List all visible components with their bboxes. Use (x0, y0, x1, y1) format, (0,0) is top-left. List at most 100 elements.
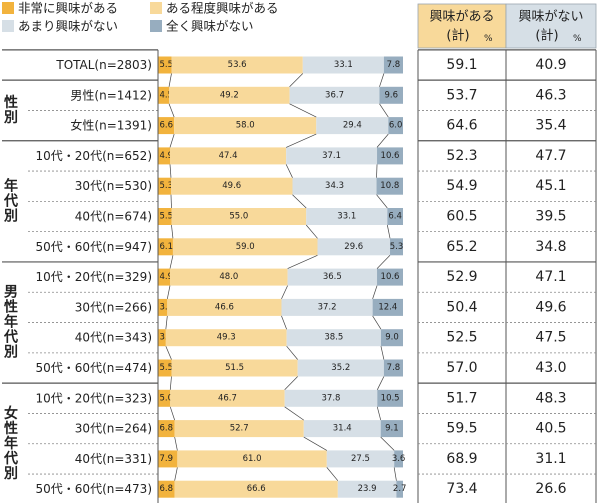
bar-segment (394, 450, 403, 468)
summary-header-unit: % (573, 34, 582, 44)
summary-interested-value: 73.4 (446, 481, 477, 497)
bar-segment (380, 329, 403, 347)
bar-segment (286, 147, 378, 165)
group-label-char: 女 (4, 405, 18, 422)
bar-value-label: 6.1 (160, 242, 174, 252)
segment-connector (284, 406, 304, 421)
summary-header-sub: (計) (446, 28, 469, 44)
bar-value-label: 7.8 (387, 60, 401, 70)
segment-connector (292, 194, 307, 209)
bar-segment (297, 359, 384, 377)
bar-value-label: 27.5 (351, 454, 370, 464)
group-label-char: 代 (3, 192, 18, 209)
segment-connector (376, 255, 391, 269)
bar-value-label: 53.6 (228, 60, 247, 70)
summary-interested-value: 52.9 (446, 269, 477, 285)
bar-segment (170, 147, 287, 165)
bar-value-label: 9.6 (384, 90, 398, 100)
summary-not-interested-value: 47.1 (535, 269, 566, 285)
summary-not-interested-value: 40.5 (535, 421, 566, 437)
bar-value-label: 12.4 (378, 302, 397, 312)
group-label-char: 年 (4, 314, 18, 331)
bar-segment (287, 268, 378, 286)
summary-interested-value: 60.5 (446, 209, 477, 225)
bar-value-label: 59.0 (236, 242, 255, 252)
bar-segment (158, 420, 175, 438)
bar-segment (177, 450, 327, 468)
bar-segment (316, 117, 389, 135)
bar-value-label: 29.4 (343, 121, 362, 131)
group-label-char: 年 (4, 177, 18, 194)
bar-value-label: 49.2 (220, 90, 239, 100)
row-label: 10代・20代(n=323) (36, 391, 152, 405)
bar-segment (376, 177, 403, 195)
bar-value-label: 6.6 (160, 121, 174, 131)
group-label-char: 代 (3, 329, 18, 346)
bar-segment (377, 389, 403, 407)
summary-not-interested-value: 45.1 (535, 178, 566, 194)
bar-segment (171, 359, 298, 377)
bar-value-label: 47.4 (219, 151, 238, 161)
bar-segment (289, 86, 380, 104)
group-label-char: 別 (3, 345, 18, 361)
bar-segment (165, 329, 287, 347)
bar-segment (390, 238, 403, 256)
bar-segment (396, 480, 403, 498)
row-label: 女性(n=1391) (70, 118, 152, 133)
bar-value-label: 5.5 (160, 363, 174, 373)
summary-header-box (417, 3, 507, 49)
bar-segment (383, 56, 403, 74)
bar-value-label: 10.5 (381, 393, 400, 403)
segment-connector (169, 376, 172, 390)
row-label: 10代・20代(n=652) (36, 149, 152, 163)
segment-connector (285, 133, 317, 148)
legend-swatch (150, 2, 162, 14)
summary-not-interested-value: 26.6 (535, 481, 566, 497)
bar-segment (317, 238, 391, 256)
bar-value-label: 46.7 (218, 393, 237, 403)
summary-not-interested-value: 48.3 (535, 390, 566, 406)
bar-segment (388, 117, 403, 135)
bar-value-label: 55.0 (229, 212, 248, 222)
group-label-char: 性 (4, 299, 18, 316)
bar-value-label: 51.5 (225, 363, 244, 373)
bar-segment (158, 359, 172, 377)
summary-interested-value: 54.9 (446, 178, 477, 194)
segment-connector (376, 406, 382, 421)
segment-connector (289, 103, 317, 118)
bar-value-label: 9.1 (385, 424, 399, 434)
segment-connector (287, 254, 318, 269)
group-label-char: 性 (4, 420, 18, 437)
summary-interested-value: 59.5 (446, 421, 477, 437)
segment-connector (174, 437, 178, 451)
bar-value-label: 10.8 (380, 181, 399, 191)
bar-value-label: 23.9 (358, 484, 377, 494)
group-label-char: 別 (3, 110, 18, 126)
bar-segment (170, 177, 293, 195)
bar-segment (158, 177, 171, 195)
summary-interested-value: 68.9 (446, 451, 477, 467)
bar-segment (377, 147, 403, 165)
bar-segment (171, 208, 307, 225)
segment-connector (281, 315, 287, 330)
summary-interested-value: 59.1 (446, 57, 477, 73)
bar-value-label: 5.0 (160, 393, 174, 403)
summary-not-interested-value: 40.9 (535, 57, 566, 73)
segment-connector (281, 285, 288, 300)
bar-value-label: 6.8 (160, 424, 174, 434)
bar-segment (158, 56, 172, 74)
bar-segment (172, 238, 318, 256)
row-label: 男性(n=1412) (70, 88, 152, 102)
row-label: 30代(n=264) (75, 422, 152, 436)
bar-value-label: 5.5 (160, 60, 174, 70)
summary-interested-value: 52.3 (446, 148, 477, 164)
segment-connector (376, 133, 389, 148)
segment-connector (372, 315, 382, 330)
bar-segment (158, 86, 170, 104)
segment-connector (171, 224, 174, 239)
bar-segment (377, 268, 403, 286)
bar-value-label: 37.1 (322, 151, 341, 161)
summary-not-interested-value: 34.8 (535, 239, 566, 255)
summary-header-sub: (計) (535, 28, 558, 44)
segment-connector (386, 224, 391, 239)
